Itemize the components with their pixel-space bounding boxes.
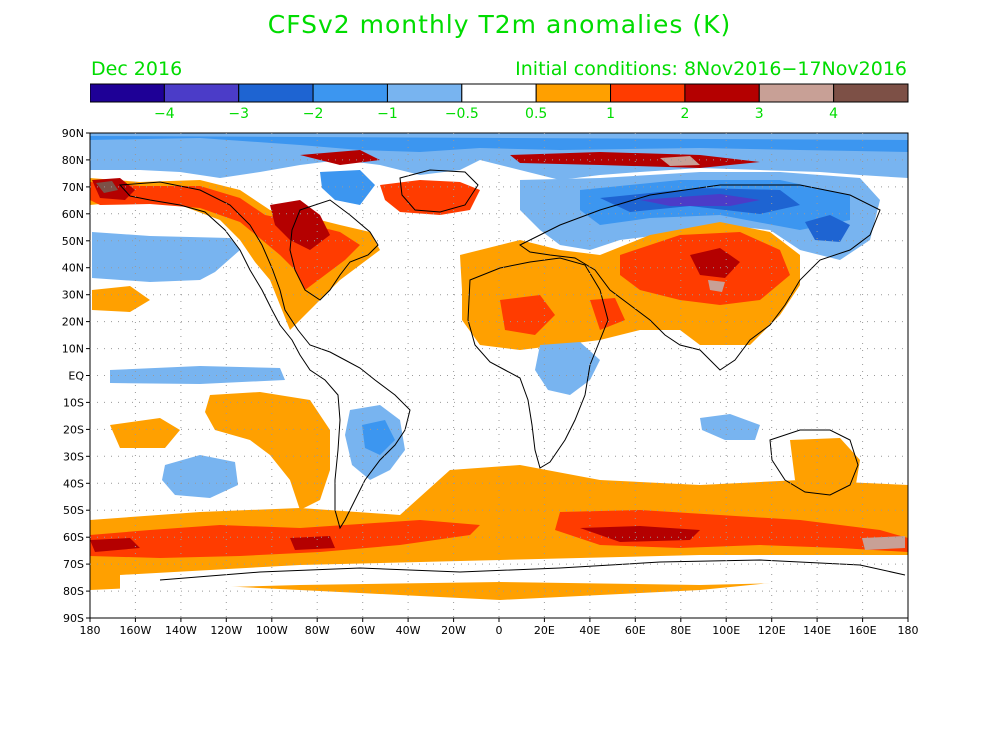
anomaly-region-indian-ocean-cold <box>700 414 760 440</box>
anomaly-region-southern-ocean-very-hot <box>90 526 700 552</box>
longitude-tick-label: 180 <box>80 624 101 637</box>
map-title: CFSv2 monthly T2m anomalies (K) <box>267 10 732 39</box>
longitude-tick-label: 60E <box>625 624 646 637</box>
longitude-tick-label: 80W <box>305 624 330 637</box>
legend-swatch <box>833 83 909 103</box>
legend-label: 3 <box>755 106 764 122</box>
longitude-tick-label: 100W <box>256 624 288 637</box>
latitude-tick-label: 90S <box>63 612 84 625</box>
legend-label: −3 <box>228 106 249 122</box>
latitude-tick-label: 20S <box>63 423 84 436</box>
latitude-tick-label: 70N <box>62 181 84 194</box>
anomaly-region-canada-very-hot <box>270 200 330 250</box>
anomaly-region-greenland-warm <box>380 180 480 215</box>
longitude-tick-label: 140E <box>803 624 831 637</box>
longitude-tick-label: 160E <box>849 624 877 637</box>
anomaly-region-east-asia-cold <box>805 215 850 242</box>
legend-label: 4 <box>829 106 838 122</box>
color-legend: −4 −3 −2 −1 −0.5 0.5 1 2 3 4 <box>90 83 909 122</box>
latitude-tick-label: 70S <box>63 558 84 571</box>
latitude-labels: 90N 80N 70N 60N 50N 40N 30N 20N 10N EQ 10S 20S 30S 40… <box>62 127 85 625</box>
anomaly-region-asia-very-hot <box>690 248 740 278</box>
initial-conditions-label: Initial conditions: 8Nov2016−17Nov2016 <box>515 58 907 80</box>
latitude-tick-label: 50N <box>62 235 84 248</box>
longitude-tick-label: 120W <box>210 624 242 637</box>
anomaly-region-sahara-hot <box>500 295 625 335</box>
latitude-tick-label: 20N <box>62 316 84 329</box>
legend-label: −0.5 <box>445 106 479 122</box>
longitude-labels: 180 160W 140W 120W 100W 80W 60W 40W 20W 0 20E 40E 60… <box>80 624 919 637</box>
valid-month-label: Dec 2016 <box>91 58 183 80</box>
longitude-tick-label: 160W <box>119 624 151 637</box>
anomaly-region-arctic-cold-2 <box>90 136 908 152</box>
anomaly-region-southern-ocean-peak <box>862 536 905 550</box>
longitude-tick-label: 40W <box>396 624 421 637</box>
anomaly-region-arctic-warm-peak <box>660 156 700 166</box>
anomaly-region-asia-peak <box>708 280 725 292</box>
latitude-tick-label: 10S <box>63 396 84 409</box>
legend-label: −4 <box>154 106 175 122</box>
longitude-tick-label: 0 <box>496 624 503 637</box>
anomaly-region-equatorial-pacific-cold <box>110 366 285 384</box>
anomaly-region-south-pacific-warm <box>92 286 330 510</box>
anomaly-region-baffin-cold <box>320 170 375 205</box>
anomaly-region-arctic-warm-strip <box>300 150 760 168</box>
longitude-tick-label: 20E <box>534 624 555 637</box>
latitude-tick-label: 10N <box>62 343 84 356</box>
longitude-tick-label: 80E <box>670 624 691 637</box>
latitude-tick-label: EQ <box>68 370 84 383</box>
latitude-tick-label: 30S <box>63 450 84 463</box>
legend-label: −1 <box>377 106 398 122</box>
latitude-tick-label: 80S <box>63 585 84 598</box>
latitude-tick-label: 40N <box>62 262 84 275</box>
anomaly-region-siberia-core <box>640 194 760 206</box>
graticule <box>86 132 909 622</box>
latitude-tick-label: 40S <box>63 477 84 490</box>
anomaly-region-south-pacific-cold <box>162 455 238 498</box>
longitude-tick-label: 120E <box>758 624 786 637</box>
legend-label: 2 <box>680 106 689 122</box>
latitude-tick-label: 80N <box>62 154 84 167</box>
longitude-tick-label: 140W <box>165 624 197 637</box>
anomaly-region-east-pacific-cold <box>92 232 240 282</box>
anomaly-region-africa-cold <box>535 342 600 395</box>
longitude-tick-label: 40E <box>579 624 600 637</box>
anomaly-region-north-america-hot <box>90 182 360 290</box>
longitude-tick-label: 100E <box>712 624 740 637</box>
longitude-tick-label: 60W <box>350 624 375 637</box>
legend-label: 0.5 <box>525 106 547 122</box>
latitude-tick-label: 30N <box>62 289 84 302</box>
anomaly-region-alaska-peak <box>96 181 118 193</box>
latitude-tick-label: 50S <box>63 504 84 517</box>
legend-label: 1 <box>606 106 615 122</box>
legend-label: −2 <box>303 106 324 122</box>
latitude-tick-label: 60N <box>62 208 84 221</box>
latitude-tick-label: 90N <box>62 127 84 140</box>
longitude-tick-label: 20W <box>441 624 466 637</box>
anomaly-region-south-america-colder <box>362 420 395 455</box>
latitude-tick-label: 60S <box>63 531 84 544</box>
coastlines <box>118 169 906 581</box>
longitude-tick-label: 180 <box>898 624 919 637</box>
